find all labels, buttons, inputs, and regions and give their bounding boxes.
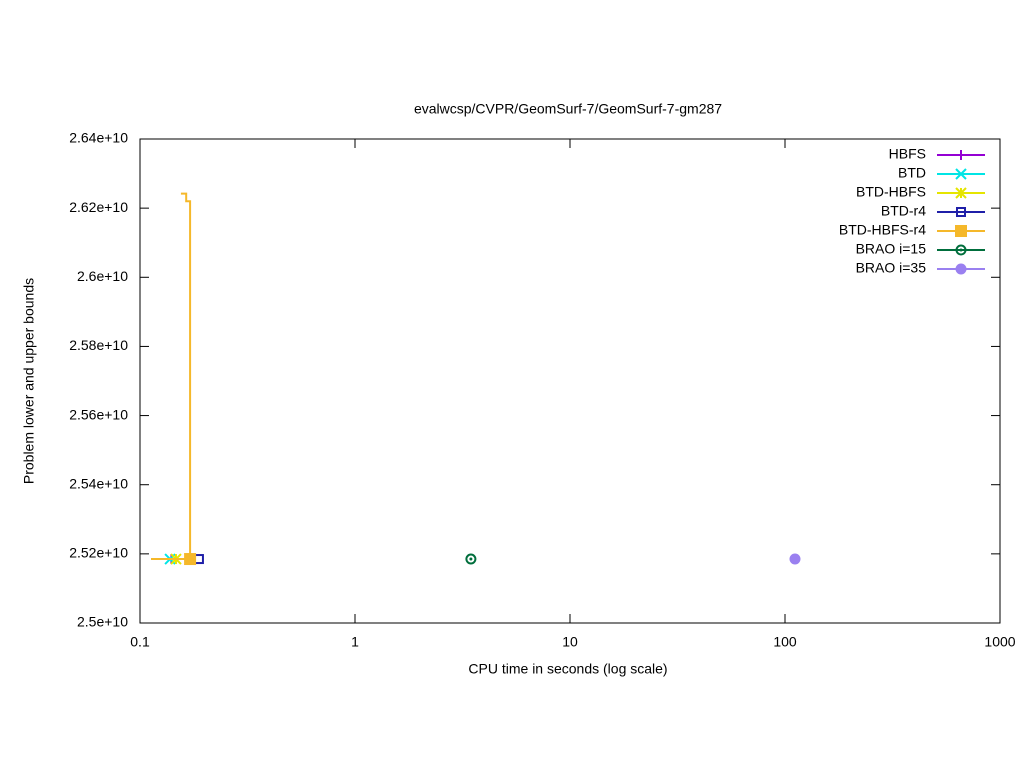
legend-label: HBFS (889, 146, 926, 162)
marker-part (955, 187, 967, 199)
y-tick-label: 2.58e+10 (69, 337, 128, 353)
marker-part (465, 553, 477, 565)
y-tick-label: 2.5e+10 (77, 614, 128, 630)
marker (956, 207, 966, 217)
marker-part (789, 553, 801, 565)
marker (789, 553, 801, 565)
marker-part (469, 557, 473, 561)
chart-title: evalwcsp/CVPR/GeomSurf-7/GeomSurf-7-gm28… (414, 101, 722, 117)
legend-label: BRAO i=35 (856, 260, 927, 276)
legend-label: BTD (898, 165, 926, 181)
marker-part (956, 207, 966, 217)
marker-part (955, 168, 967, 180)
x-tick-label: 100 (773, 634, 797, 650)
y-tick-label: 2.62e+10 (69, 199, 128, 215)
marker-part (955, 225, 967, 237)
marker-part (959, 248, 963, 252)
marker (955, 168, 967, 180)
x-tick-label: 10 (562, 634, 578, 650)
legend-label: BTD-HBFS (856, 184, 926, 200)
y-axis-label: Problem lower and upper bounds (21, 278, 37, 484)
marker (955, 225, 967, 237)
y-tick-label: 2.64e+10 (69, 130, 128, 146)
marker (955, 263, 967, 275)
y-tick-label: 2.56e+10 (69, 406, 128, 422)
y-tick-label: 2.54e+10 (69, 475, 128, 491)
marker (465, 553, 477, 565)
series-line (151, 192, 192, 561)
marker (193, 554, 204, 565)
y-tick-label: 2.52e+10 (69, 545, 128, 561)
legend-label: BTD-HBFS-r4 (839, 222, 926, 238)
x-axis-label: CPU time in seconds (log scale) (468, 661, 667, 677)
x-tick-label: 1000 (984, 634, 1015, 650)
legend-label: BRAO i=15 (856, 241, 927, 257)
marker (955, 244, 967, 256)
x-tick-label: 0.1 (130, 634, 150, 650)
marker (184, 553, 197, 566)
marker-part (184, 553, 197, 566)
marker (956, 150, 966, 160)
marker-part (193, 554, 204, 565)
marker (955, 187, 967, 199)
legend-label: BTD-r4 (881, 203, 926, 219)
plot-border (139, 138, 1001, 624)
marker-part (955, 263, 967, 275)
x-tick-label: 1 (351, 634, 359, 650)
marker-part (955, 244, 967, 256)
y-tick-label: 2.6e+10 (77, 268, 128, 284)
